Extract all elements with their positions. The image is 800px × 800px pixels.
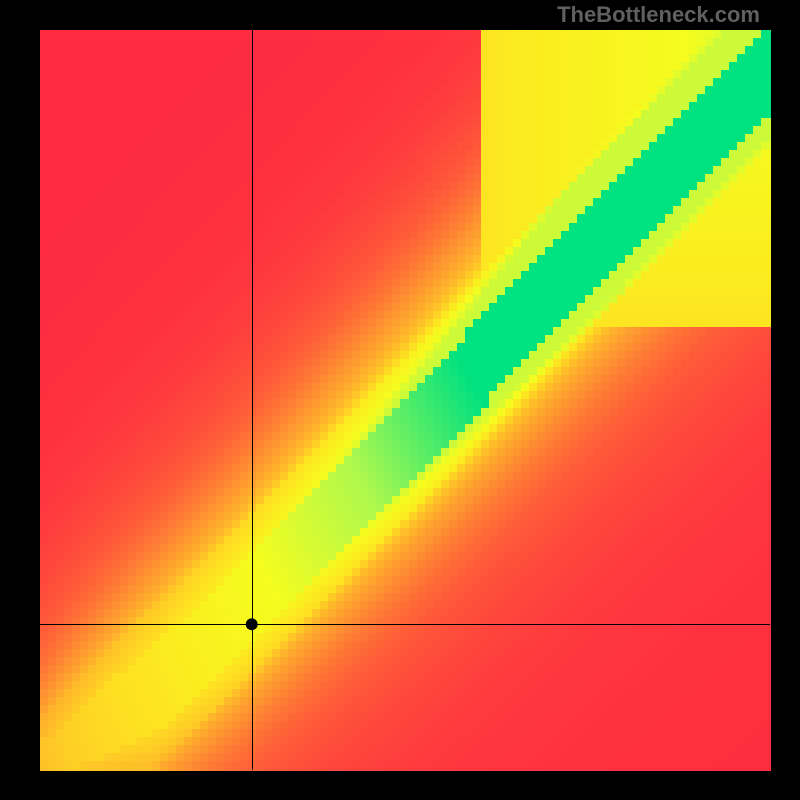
watermark-text: TheBottleneck.com (557, 2, 760, 28)
bottleneck-heatmap (0, 0, 800, 800)
